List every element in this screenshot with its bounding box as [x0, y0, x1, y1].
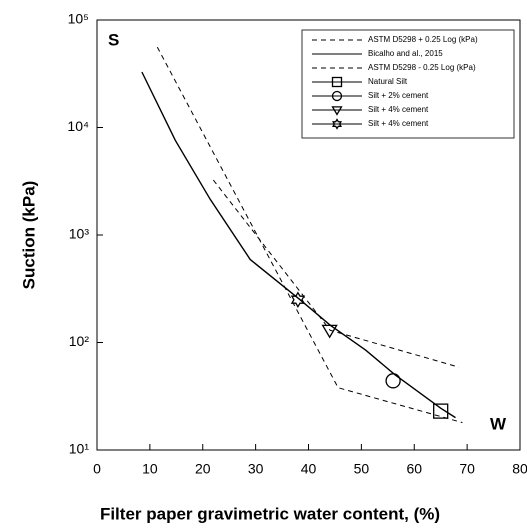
annotation: W [490, 414, 507, 433]
legend-label: Silt + 4% cement [368, 119, 429, 128]
x-tick-label: 40 [301, 461, 317, 477]
x-tick-label: 10 [142, 461, 158, 477]
data-point [290, 291, 306, 308]
legend-label: Silt + 4% cement [368, 105, 429, 114]
legend-marker [331, 90, 343, 102]
data-point [385, 373, 401, 389]
y-tick-label: 10⁴ [67, 118, 89, 134]
data-point [321, 324, 338, 339]
legend-label: Silt + 2% cement [368, 91, 429, 100]
legend-marker [331, 106, 343, 116]
legend-label: Bicalho and al., 2015 [368, 49, 443, 58]
y-tick-label: 10¹ [69, 441, 90, 457]
legend-label: Natural Silt [368, 77, 408, 86]
legend-marker [331, 76, 343, 88]
series-line [156, 46, 463, 424]
legend-label: ASTM D5298 + 0.25 Log (kPa) [368, 35, 478, 44]
x-tick-label: 70 [459, 461, 475, 477]
legend-label: ASTM D5298 - 0.25 Log (kPa) [368, 63, 476, 72]
x-tick-label: 30 [248, 461, 264, 477]
x-axis-title: Filter paper gravimetric water content, … [100, 504, 440, 523]
y-tick-label: 10⁵ [68, 11, 89, 27]
data-point [433, 403, 449, 419]
y-tick-label: 10³ [69, 226, 90, 242]
y-tick-label: 10² [69, 333, 90, 349]
series-line [141, 71, 456, 419]
x-tick-label: 60 [406, 461, 422, 477]
x-tick-label: 0 [93, 461, 101, 477]
series-line [212, 179, 459, 368]
x-tick-label: 80 [512, 461, 527, 477]
x-tick-label: 20 [195, 461, 211, 477]
x-tick-label: 50 [354, 461, 370, 477]
y-axis-title: Suction (kPa) [19, 181, 38, 290]
annotation: S [108, 30, 119, 49]
legend-marker [331, 118, 343, 130]
